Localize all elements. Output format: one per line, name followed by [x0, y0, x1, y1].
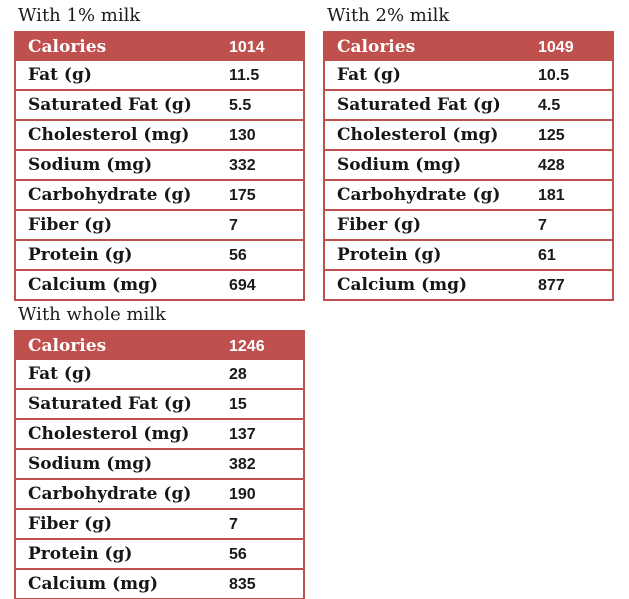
table-block-whole-milk: With whole milk Calories 1246 Fat (g) 28 S… — [14, 304, 305, 599]
table-row: Cholesterol (mg) 130 — [16, 119, 303, 149]
nutrition-table-whole-milk: Calories 1246 Fat (g) 28 Saturated Fat (g)… — [14, 330, 305, 599]
row-metric-label: Cholesterol (mg) — [28, 424, 190, 444]
header-value: 1246 — [229, 338, 265, 355]
table-row: Protein (g) 56 — [16, 538, 303, 568]
row-value: 175 — [229, 187, 256, 204]
row-value: 137 — [229, 426, 256, 443]
row-value: 15 — [229, 396, 247, 413]
header-metric-label: Calories — [28, 336, 107, 356]
table-header-row: Calories 1014 — [16, 33, 303, 61]
table-title: With whole milk — [18, 304, 166, 325]
row-metric-label: Carbohydrate (g) — [28, 484, 192, 504]
row-value: 694 — [229, 277, 256, 294]
table-rows: Fat (g) 10.5 Saturated Fat (g) 4.5 Cholester… — [325, 61, 612, 299]
table-row: Fat (g) 11.5 — [16, 61, 303, 89]
row-value: 7 — [538, 217, 547, 234]
row-metric-label: Carbohydrate (g) — [28, 185, 192, 205]
table-row: Saturated Fat (g) 4.5 — [325, 89, 612, 119]
table-rows: Fat (g) 11.5 Saturated Fat (g) 5.5 Cholester… — [16, 61, 303, 299]
table-title: With 2% milk — [327, 5, 450, 26]
row-value: 7 — [229, 217, 238, 234]
row-metric-label: Saturated Fat (g) — [28, 394, 192, 414]
row-value: 5.5 — [229, 97, 252, 114]
row-value: 181 — [538, 187, 565, 204]
table-row: Sodium (mg) 332 — [16, 149, 303, 179]
table-row: Calcium (mg) 877 — [325, 269, 612, 299]
table-row: Fat (g) 28 — [16, 360, 303, 388]
row-value: 428 — [538, 157, 565, 174]
row-metric-label: Sodium (mg) — [28, 454, 153, 474]
row-metric-label: Cholesterol (mg) — [337, 125, 499, 145]
row-value: 125 — [538, 127, 565, 144]
table-row: Cholesterol (mg) 137 — [16, 418, 303, 448]
table-row: Calcium (mg) 694 — [16, 269, 303, 299]
table-block-1pct-milk: With 1% milk Calories 1014 Fat (g) 11.5 Sa… — [14, 5, 305, 301]
row-metric-label: Fiber (g) — [28, 215, 113, 235]
row-metric-label: Calcium (mg) — [28, 574, 159, 594]
table-row: Fat (g) 10.5 — [325, 61, 612, 89]
row-metric-label: Protein (g) — [28, 544, 133, 564]
table-row: Saturated Fat (g) 5.5 — [16, 89, 303, 119]
row-value: 130 — [229, 127, 256, 144]
header-value: 1014 — [229, 39, 265, 56]
table-row: Sodium (mg) 428 — [325, 149, 612, 179]
row-metric-label: Protein (g) — [337, 245, 442, 265]
row-metric-label: Saturated Fat (g) — [337, 95, 501, 115]
header-value: 1049 — [538, 39, 574, 56]
row-metric-label: Sodium (mg) — [28, 155, 153, 175]
row-value: 835 — [229, 576, 256, 593]
row-value: 10.5 — [538, 67, 570, 84]
row-metric-label: Fiber (g) — [28, 514, 113, 534]
table-row: Fiber (g) 7 — [16, 508, 303, 538]
table-row: Cholesterol (mg) 125 — [325, 119, 612, 149]
row-value: 4.5 — [538, 97, 561, 114]
table-header-row: Calories 1049 — [325, 33, 612, 61]
table-rows: Fat (g) 28 Saturated Fat (g) 15 Cholesterol … — [16, 360, 303, 598]
table-row: Carbohydrate (g) 181 — [325, 179, 612, 209]
table-row: Protein (g) 61 — [325, 239, 612, 269]
row-metric-label: Saturated Fat (g) — [28, 95, 192, 115]
row-value: 190 — [229, 486, 256, 503]
row-metric-label: Sodium (mg) — [337, 155, 462, 175]
row-value: 382 — [229, 456, 256, 473]
row-metric-label: Fiber (g) — [337, 215, 422, 235]
row-metric-label: Fat (g) — [28, 65, 92, 85]
nutrition-table-1pct-milk: Calories 1014 Fat (g) 11.5 Saturated Fat (… — [14, 31, 305, 301]
row-value: 28 — [229, 366, 247, 383]
table-row: Carbohydrate (g) 190 — [16, 478, 303, 508]
header-metric-label: Calories — [28, 37, 107, 57]
row-metric-label: Cholesterol (mg) — [28, 125, 190, 145]
row-metric-label: Fat (g) — [337, 65, 401, 85]
row-metric-label: Carbohydrate (g) — [337, 185, 501, 205]
table-row: Protein (g) 56 — [16, 239, 303, 269]
row-metric-label: Fat (g) — [28, 364, 92, 384]
row-metric-label: Protein (g) — [28, 245, 133, 265]
table-row: Saturated Fat (g) 15 — [16, 388, 303, 418]
header-metric-label: Calories — [337, 37, 416, 57]
row-metric-label: Calcium (mg) — [337, 275, 468, 295]
row-value: 11.5 — [229, 67, 260, 84]
row-value: 56 — [229, 247, 247, 264]
row-value: 332 — [229, 157, 256, 174]
row-value: 7 — [229, 516, 238, 533]
table-block-2pct-milk: With 2% milk Calories 1049 Fat (g) 10.5 Sa… — [323, 5, 614, 301]
table-title: With 1% milk — [18, 5, 141, 26]
table-row: Fiber (g) 7 — [325, 209, 612, 239]
row-value: 877 — [538, 277, 565, 294]
nutrition-table-2pct-milk: Calories 1049 Fat (g) 10.5 Saturated Fat (… — [323, 31, 614, 301]
table-row: Sodium (mg) 382 — [16, 448, 303, 478]
row-metric-label: Calcium (mg) — [28, 275, 159, 295]
table-row: Calcium (mg) 835 — [16, 568, 303, 598]
row-value: 56 — [229, 546, 247, 563]
row-value: 61 — [538, 247, 556, 264]
table-row: Carbohydrate (g) 175 — [16, 179, 303, 209]
table-row: Fiber (g) 7 — [16, 209, 303, 239]
table-header-row: Calories 1246 — [16, 332, 303, 360]
